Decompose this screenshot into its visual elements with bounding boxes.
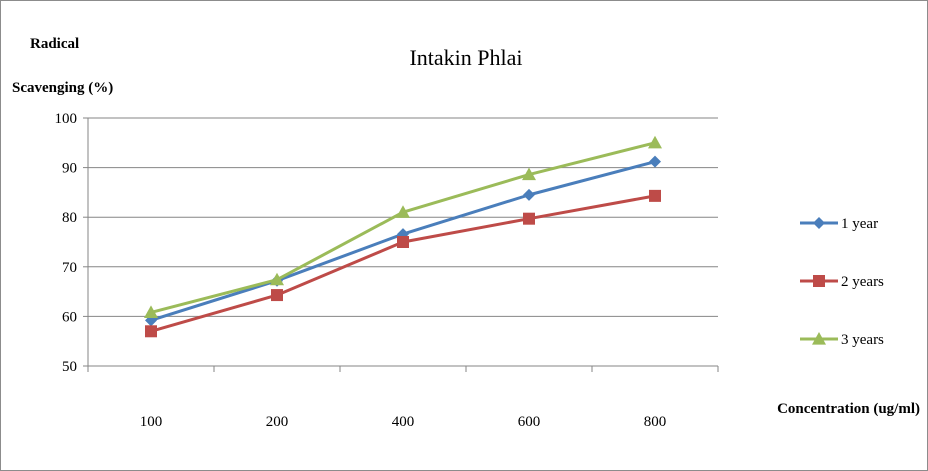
y-tick-label: 80 — [62, 210, 77, 226]
legend-item: 3 years — [800, 332, 884, 348]
series-3 — [144, 135, 662, 319]
legend-label: 3 years — [841, 332, 884, 348]
chart-title: Intakin Phlai — [409, 45, 522, 70]
legend-label: 1 year — [841, 216, 878, 232]
y-tick-labels: 50 60 70 80 90 100 — [55, 111, 78, 375]
y-axis-label-line-2: Scavenging (%) — [12, 80, 113, 96]
y-tick-label: 100 — [55, 111, 78, 127]
legend-item: 2 years — [800, 274, 884, 290]
x-tick-labels: 100 200 400 600 800 — [140, 414, 667, 430]
data-point — [397, 236, 409, 248]
data-point — [144, 305, 158, 319]
y-tick-label: 70 — [62, 260, 77, 276]
data-point — [271, 289, 283, 302]
legend-label: 2 years — [841, 274, 884, 290]
gridlines — [88, 117, 718, 317]
y-tick-label: 90 — [62, 161, 77, 177]
x-tick-label: 800 — [644, 414, 667, 430]
data-point — [396, 205, 410, 218]
x-axis-label: Concentration (ug/ml) — [777, 401, 920, 417]
data-point — [270, 272, 284, 286]
legend-marker — [813, 217, 825, 229]
y-tick-label: 50 — [62, 359, 77, 375]
data-point — [649, 189, 661, 202]
y-axis-label-line-1: Radical — [30, 36, 79, 52]
series-line — [150, 141, 656, 314]
data-point — [523, 188, 535, 201]
data-point — [523, 212, 535, 225]
data-point — [522, 167, 536, 181]
y-tick-label: 60 — [62, 309, 77, 325]
data-point — [649, 155, 661, 168]
x-tick-label: 400 — [392, 414, 415, 430]
legend-marker — [813, 275, 825, 287]
legend-marker — [812, 332, 826, 345]
legend: 1 year 2 years 3 years — [800, 216, 884, 348]
x-tick-label: 100 — [140, 414, 163, 430]
x-tick-label: 600 — [518, 414, 541, 430]
axes — [83, 117, 719, 372]
x-tick-label: 200 — [266, 414, 289, 430]
series-2 — [145, 189, 661, 338]
data-point — [648, 135, 662, 149]
series-group — [144, 135, 662, 338]
legend-item: 1 year — [800, 216, 878, 232]
data-point — [145, 325, 157, 338]
